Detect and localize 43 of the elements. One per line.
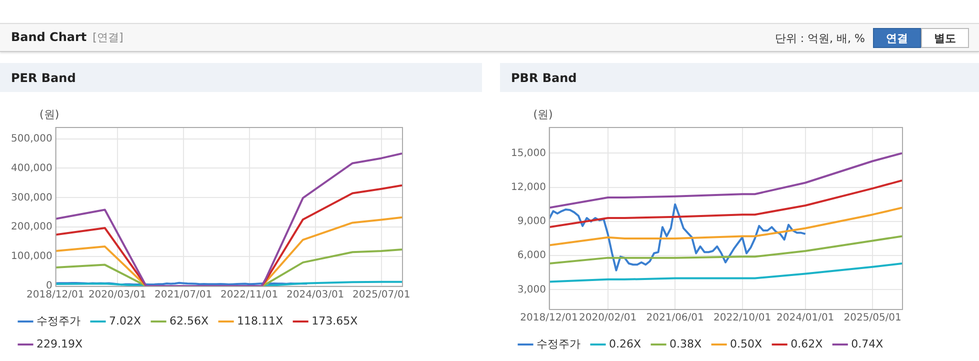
text: 단위 : 억원, 배, %	[774, 31, 865, 46]
legend-label: 0.50X	[730, 337, 763, 350]
y-tick-label: 6,000	[517, 250, 546, 262]
legend-label: 118.11X	[237, 314, 284, 328]
y-axis-title: (원)	[533, 108, 553, 121]
legend-label: 229.19X	[36, 337, 83, 350]
y-tick-label: 9,000	[517, 216, 546, 228]
x-tick-label: 2025/05/01	[844, 312, 902, 324]
x-tick-label: 2018/12/01	[520, 312, 578, 324]
legend-label: 수정주가	[36, 314, 80, 328]
x-tick-label: 2024/01/01	[776, 312, 834, 324]
legend-label: 0.38X	[670, 337, 702, 350]
x-tick-label: 2025/07/01	[352, 290, 410, 301]
y-tick-label: 400,000	[10, 162, 52, 174]
x-tick-label: 2021/07/01	[154, 290, 212, 301]
y-tick-label: 3,000	[517, 284, 546, 296]
y-tick-label: 500,000	[10, 133, 52, 144]
text: [연결]	[92, 31, 124, 44]
y-tick-label: 100,000	[10, 251, 52, 262]
legend-label: 62.56X	[170, 314, 210, 328]
y-tick-label: 12,000	[510, 182, 546, 193]
legend-label: 7.02X	[109, 314, 142, 328]
x-tick-label: 2022/10/01	[713, 312, 772, 324]
x-tick-label: 2022/11/01	[220, 290, 278, 301]
legend-label: 173.65X	[312, 314, 358, 328]
legend-label: 0.74X	[851, 337, 884, 350]
x-tick-label: 2018/12/01	[26, 290, 84, 301]
y-tick-label: 300,000	[10, 192, 52, 204]
legend-label: 0.62X	[790, 337, 824, 350]
text: 연결	[873, 28, 921, 48]
y-axis-title: (원)	[40, 108, 60, 121]
x-tick-label: 2024/03/01	[286, 290, 344, 301]
text: Band Chart	[11, 30, 87, 44]
x-tick-label: 2020/03/01	[88, 290, 146, 301]
chart-title: PER Band	[0, 63, 482, 92]
x-tick-label: 2021/06/01	[646, 312, 704, 324]
x-tick-label: 2020/02/01	[579, 312, 637, 324]
y-tick-label: 15,000	[510, 148, 546, 159]
y-tick-label: 200,000	[10, 222, 52, 233]
text: 별도	[921, 28, 969, 48]
legend-label: 수정주가	[536, 337, 580, 350]
legend-label: 0.26X	[609, 337, 642, 350]
chart-title: PBR Band	[500, 63, 979, 92]
